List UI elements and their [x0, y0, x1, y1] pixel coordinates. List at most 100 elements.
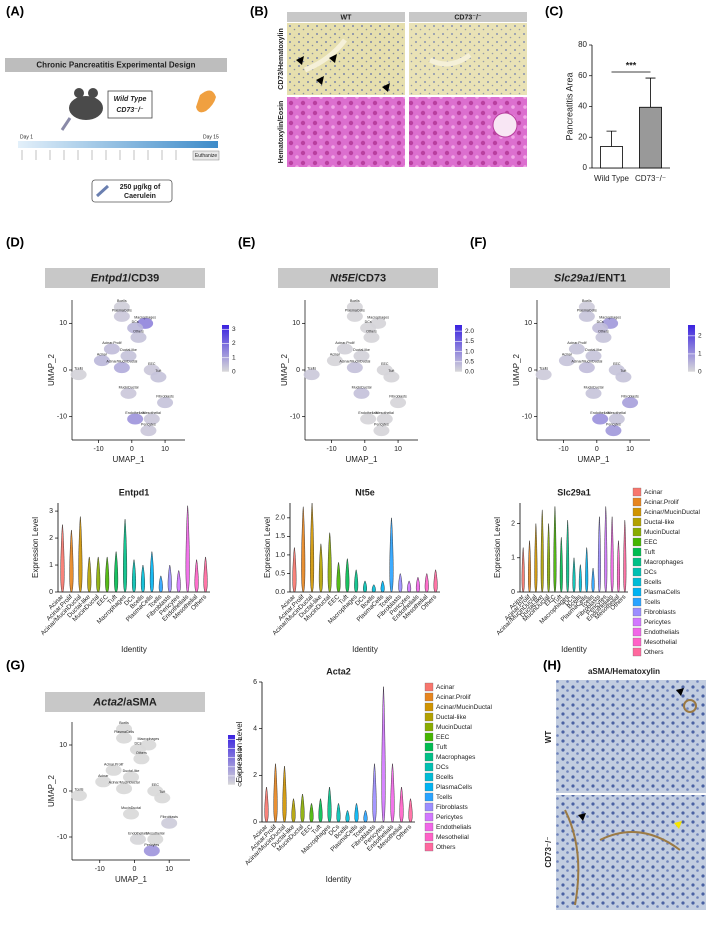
legend-swatch: [424, 832, 434, 842]
legend-swatch: [424, 762, 434, 772]
cluster-label: MucinDuctal: [121, 806, 141, 810]
cluster-label: PlasmaCells: [112, 308, 132, 312]
cluster: [127, 322, 144, 334]
arrowhead: [674, 821, 682, 829]
syringe-icon: [95, 184, 110, 198]
legend-swatch: [632, 637, 642, 647]
cluster-label: Tuft: [159, 790, 165, 794]
error-bar: [645, 77, 656, 108]
x-tick-label: 0: [133, 866, 137, 873]
y-axis-label: UMAP_2: [512, 353, 521, 386]
cluster: [578, 362, 595, 374]
violin: [399, 786, 404, 823]
colorbar: [455, 325, 462, 372]
timeline: [18, 141, 218, 148]
y-tick-label: 10: [59, 742, 67, 749]
cluster: [585, 350, 602, 362]
colorbar-tick-label: 2: [238, 764, 242, 771]
legend-label: Mesothelial: [644, 639, 677, 646]
legend-swatch: [632, 647, 642, 657]
cluster: [120, 387, 137, 399]
cluster: [608, 413, 625, 425]
colorbar-tick-label: 1: [698, 351, 702, 358]
cluster-label: DCs: [134, 742, 141, 746]
cluster-label: Pericytes: [144, 843, 159, 847]
cluster: [535, 369, 552, 381]
legend-label: Macrophages: [436, 754, 476, 761]
colorbar-tick-label: 1: [232, 354, 236, 361]
y-axis-label: Expression Level: [31, 517, 40, 578]
cluster: [120, 350, 137, 362]
violin: [345, 810, 350, 823]
cluster: [116, 732, 133, 744]
cluster: [568, 343, 585, 355]
legend-swatch: [424, 742, 434, 752]
y-tick-label: 2: [49, 535, 53, 542]
cluster: [595, 331, 612, 343]
title-box: [45, 268, 205, 288]
title-protein: /ENT1: [595, 272, 626, 284]
violin: [282, 765, 287, 823]
cluster: [113, 362, 130, 374]
violin: [114, 551, 119, 593]
y-tick-label: 10: [524, 320, 532, 327]
cluster: [336, 343, 353, 355]
violin: [310, 502, 315, 593]
cluster: [154, 792, 171, 804]
cluster-label: Bcells: [119, 721, 129, 725]
y-axis-label: Pancreatitis Area: [564, 72, 574, 140]
cluster-label: Acinar.Prolif: [567, 341, 586, 345]
cluster: [346, 301, 363, 313]
panel-label: (C): [545, 3, 563, 18]
legend-label: Tcells: [644, 599, 661, 606]
endpoint-label: Euthanize: [195, 153, 217, 159]
violin: [380, 580, 385, 593]
title-protein: /aSMA: [123, 696, 157, 708]
syringe-icon: [60, 117, 72, 131]
title-box: [278, 268, 438, 288]
cluster-label: Pericytes: [374, 423, 389, 427]
violin: [318, 543, 323, 593]
colorbar-tick-label: 2: [698, 333, 702, 340]
cluster: [70, 369, 87, 381]
y-tick-label: 10: [292, 320, 300, 327]
colorbar-tick-label: 2.0: [465, 328, 474, 335]
violin-title: Nt5e: [355, 487, 375, 497]
cluster: [326, 355, 343, 367]
violin: [78, 516, 83, 593]
violin-title: Slc29a1: [557, 487, 591, 497]
y-axis-label: UMAP_2: [47, 774, 56, 807]
cluster-label: PlasmaCells: [345, 308, 365, 312]
cluster: [143, 413, 160, 425]
x-axis-label: UMAP_1: [115, 875, 148, 884]
tissue-feature: [492, 112, 518, 138]
legend-swatch: [632, 507, 642, 517]
x-tick-label: 10: [161, 446, 169, 453]
legend-swatch: [424, 692, 434, 702]
colorbar-tick-label: 0: [232, 369, 236, 376]
cluster: [605, 425, 622, 437]
violin: [553, 506, 557, 593]
cluster: [353, 387, 370, 399]
cluster: [123, 808, 139, 820]
legend-swatch: [632, 517, 642, 527]
x-tick-label: 10: [394, 446, 402, 453]
bar: [639, 106, 662, 169]
violin-title: Acta2: [326, 666, 351, 676]
x-axis-label: Identity: [352, 645, 378, 654]
violin: [521, 547, 525, 593]
cluster-label: Fibroblasts: [156, 395, 174, 399]
cluster-label: Ductal-like: [353, 348, 370, 352]
colorbar-tick-label: 0.5: [465, 359, 474, 366]
colorbar-tick-label: 3: [238, 754, 242, 761]
y-tick-label: 4: [253, 726, 257, 733]
cluster-label: Acinar/MucinDuctal: [339, 360, 370, 364]
violin: [60, 524, 65, 593]
legend-swatch: [424, 802, 434, 812]
legend-label: Mesothelial: [436, 834, 469, 841]
cluster: [103, 343, 120, 355]
cluster-label: DCs: [365, 320, 372, 324]
cluster-label: PlasmaCells: [577, 308, 597, 312]
y-tick-label: 0: [511, 589, 515, 596]
